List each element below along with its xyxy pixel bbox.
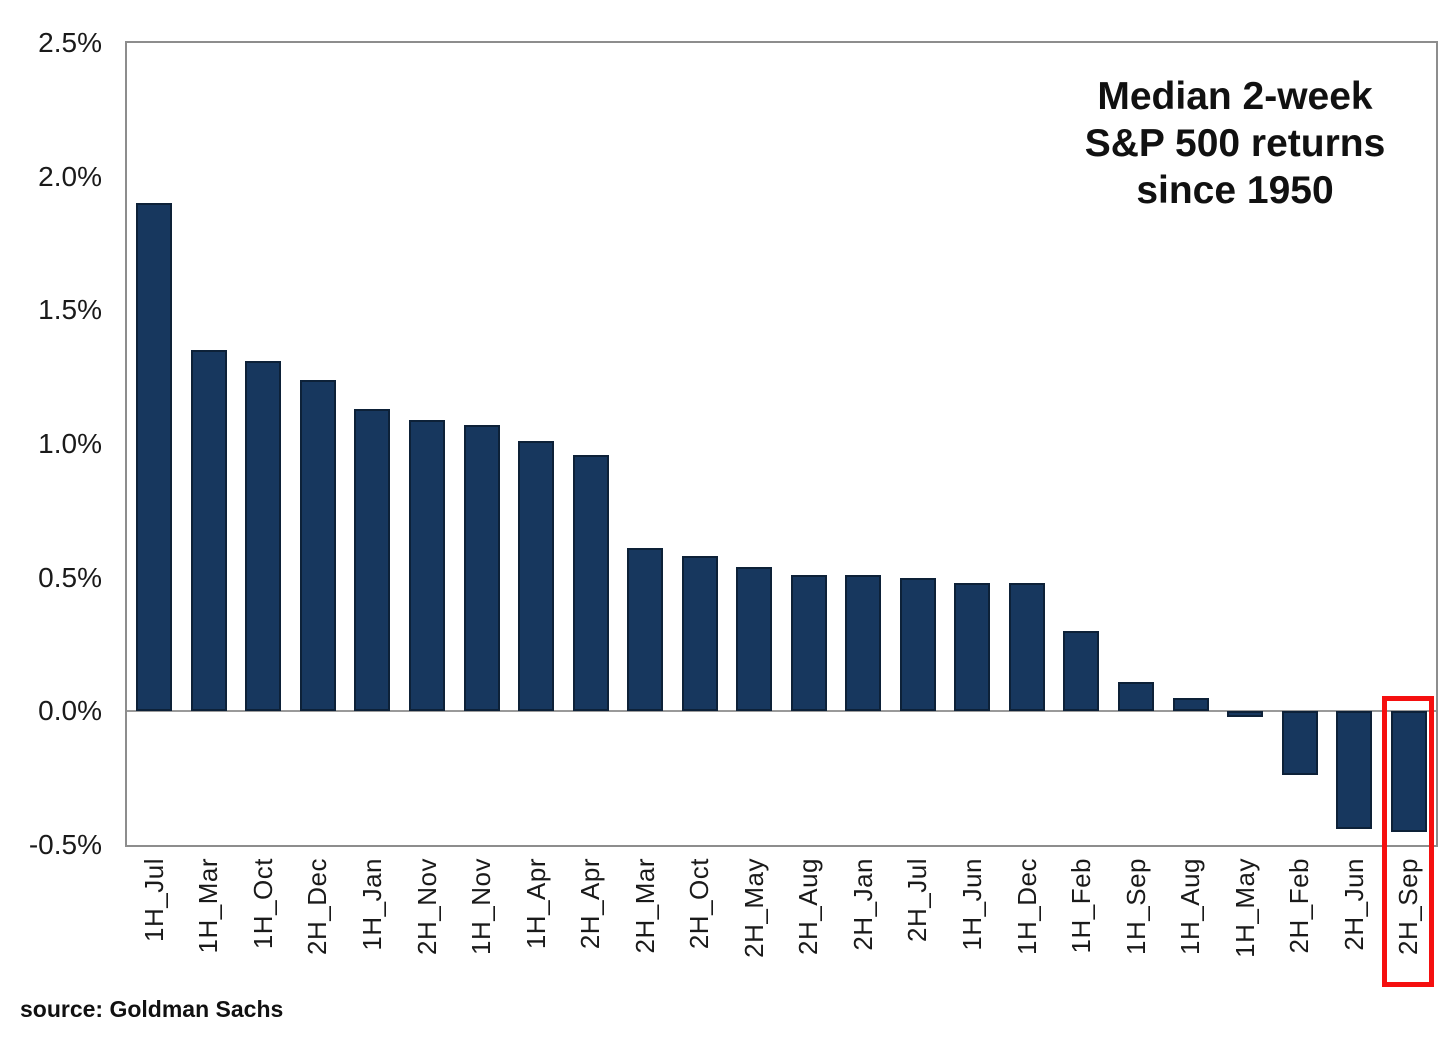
x-axis-labels: 1H_Jul 1H_Mar 1H_Oct 2H_Dec 1H_Jan 2H_Nov 1H_N… [127, 858, 1436, 983]
bar-2H_Jun [1336, 711, 1373, 829]
y-tick-label: 0.5% [38, 561, 102, 593]
x-tick-label-1H_Dec: 1H_Dec [1011, 858, 1042, 955]
bar-2H_Oct [681, 556, 718, 712]
bar-2H_Mar [627, 548, 664, 712]
x-slot-1H_Mar: 1H_Mar [182, 858, 237, 983]
x-tick-label-1H_Mar: 1H_Mar [193, 858, 224, 954]
x-tick-label-2H_Feb: 2H_Feb [1284, 858, 1315, 954]
x-slot-1H_Dec: 1H_Dec [1000, 858, 1055, 983]
highlight-box-2h-sep [1382, 696, 1434, 987]
bar-2H_Dec [299, 379, 336, 712]
x-tick-label-1H_Jul: 1H_Jul [138, 858, 169, 942]
x-tick-label-2H_Apr: 2H_Apr [575, 858, 606, 950]
bar-1H_Sep [1118, 681, 1155, 712]
y-tick-label: 0.0% [38, 695, 102, 727]
x-tick-label-1H_Jan: 1H_Jan [356, 858, 387, 951]
x-tick-label-2H_Dec: 2H_Dec [302, 858, 333, 955]
x-tick-label-2H_Jun: 2H_Jun [1338, 858, 1369, 951]
watermark: Posted on ISABELNET.com [0, 755, 320, 865]
bar-1H_Oct [245, 361, 282, 712]
x-tick-label-2H_Oct: 2H_Oct [684, 858, 715, 950]
y-tick-label: 2.0% [38, 160, 102, 192]
x-tick-label-1H_May: 1H_May [1229, 858, 1260, 958]
x-slot-2H_Jun: 2H_Jun [1327, 858, 1382, 983]
x-slot-2H_Feb: 2H_Feb [1272, 858, 1327, 983]
x-tick-label-1H_Aug: 1H_Aug [1175, 858, 1206, 955]
bar-2H_Apr [572, 454, 609, 712]
x-slot-2H_May: 2H_May [727, 858, 782, 983]
bar-1H_Dec [1008, 583, 1045, 712]
x-tick-label-2H_Nov: 2H_Nov [411, 858, 442, 955]
x-slot-2H_Jul: 2H_Jul [891, 858, 946, 983]
plot-area [125, 41, 1438, 847]
y-tick-label: -0.5% [28, 829, 102, 860]
y-tick-label: 2.5% [38, 27, 102, 58]
x-tick-label-2H_Jul: 2H_Jul [902, 858, 933, 942]
bar-1H_Jun [954, 583, 991, 712]
bar-2H_Nov [408, 419, 445, 712]
x-slot-2H_Dec: 2H_Dec [291, 858, 346, 983]
chart-title-line-3: since 1950 [1136, 168, 1334, 212]
x-slot-1H_Jul: 1H_Jul [127, 858, 182, 983]
x-slot-2H_Aug: 2H_Aug [782, 858, 837, 983]
x-slot-1H_May: 1H_May [1218, 858, 1273, 983]
bar-1H_Aug [1172, 697, 1209, 712]
y-tick-label: 1.0% [38, 428, 102, 459]
x-slot-1H_Nov: 1H_Nov [454, 858, 509, 983]
x-tick-label-1H_Sep: 1H_Sep [1120, 858, 1151, 955]
x-slot-1H_Apr: 1H_Apr [509, 858, 564, 983]
x-slot-1H_Aug: 1H_Aug [1163, 858, 1218, 983]
bar-1H_May [1227, 711, 1264, 717]
bar-2H_Feb [1281, 711, 1318, 776]
bar-2H_Aug [790, 574, 827, 712]
bar-1H_Jul [136, 203, 173, 712]
bar-2H_Jan [845, 574, 882, 712]
x-slot-1H_Oct: 1H_Oct [236, 858, 291, 983]
zero-gridline [127, 710, 1436, 712]
bar-1H_Nov [463, 425, 500, 712]
x-slot-2H_Jan: 2H_Jan [836, 858, 891, 983]
x-slot-2H_Nov: 2H_Nov [400, 858, 455, 983]
x-slot-1H_Sep: 1H_Sep [1109, 858, 1164, 983]
x-slot-2H_Mar: 2H_Mar [618, 858, 673, 983]
bar-1H_Feb [1063, 631, 1100, 712]
x-slot-1H_Feb: 1H_Feb [1054, 858, 1109, 983]
x-slot-1H_Jun: 1H_Jun [945, 858, 1000, 983]
bar-1H_Jan [354, 409, 391, 712]
bar-2H_Jul [899, 577, 936, 712]
chart-title: Median 2-week S&P 500 returns since 1950 [1030, 74, 1440, 214]
x-slot-1H_Jan: 1H_Jan [345, 858, 400, 983]
bar-2H_Sep [1390, 711, 1427, 832]
bar-2H_May [736, 566, 773, 712]
x-slot-2H_Apr: 2H_Apr [563, 858, 618, 983]
bar-1H_Mar [190, 350, 227, 712]
x-slot-2H_Oct: 2H_Oct [672, 858, 727, 983]
x-tick-label-1H_Apr: 1H_Apr [520, 858, 551, 950]
chart-title-line-1: Median 2-week [1097, 75, 1373, 118]
x-tick-label-1H_Nov: 1H_Nov [466, 858, 497, 955]
y-tick-label: 1.5% [38, 294, 102, 326]
x-tick-label-2H_May: 2H_May [738, 858, 769, 958]
x-tick-label-1H_Feb: 1H_Feb [1066, 858, 1097, 954]
x-tick-label-2H_Jan: 2H_Jan [847, 858, 878, 951]
y-axis: 2.5% 2.0% 1.5% 1.0% 0.5% 0.0% -0.5% [0, 0, 125, 900]
x-tick-label-2H_Aug: 2H_Aug [793, 858, 824, 955]
x-tick-label-1H_Jun: 1H_Jun [956, 858, 987, 951]
x-tick-label-2H_Mar: 2H_Mar [629, 858, 660, 954]
source-note: source: Goldman Sachs [20, 996, 284, 1022]
chart-title-line-2: S&P 500 returns [1084, 121, 1386, 165]
x-tick-label-1H_Oct: 1H_Oct [247, 858, 278, 950]
bar-1H_Apr [518, 441, 555, 712]
